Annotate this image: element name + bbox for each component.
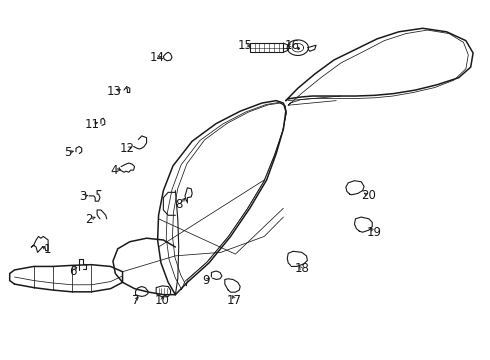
Text: 2: 2 (85, 213, 93, 226)
Text: 12: 12 (120, 143, 135, 156)
Text: 10: 10 (155, 294, 170, 307)
Text: 16: 16 (285, 39, 299, 52)
Text: 6: 6 (70, 265, 77, 278)
Text: 4: 4 (111, 164, 118, 177)
Text: 18: 18 (294, 262, 309, 275)
Text: 8: 8 (175, 198, 182, 211)
Text: 3: 3 (79, 190, 86, 203)
Text: 11: 11 (85, 118, 100, 131)
Text: 9: 9 (202, 274, 209, 287)
Text: 19: 19 (367, 226, 382, 239)
Text: 13: 13 (107, 85, 122, 98)
Text: 1: 1 (44, 243, 51, 256)
Text: 14: 14 (150, 51, 165, 64)
Text: 5: 5 (65, 146, 72, 159)
Text: 17: 17 (227, 294, 242, 307)
Text: 7: 7 (132, 294, 139, 307)
Text: 20: 20 (362, 189, 376, 202)
Text: 15: 15 (238, 39, 252, 52)
